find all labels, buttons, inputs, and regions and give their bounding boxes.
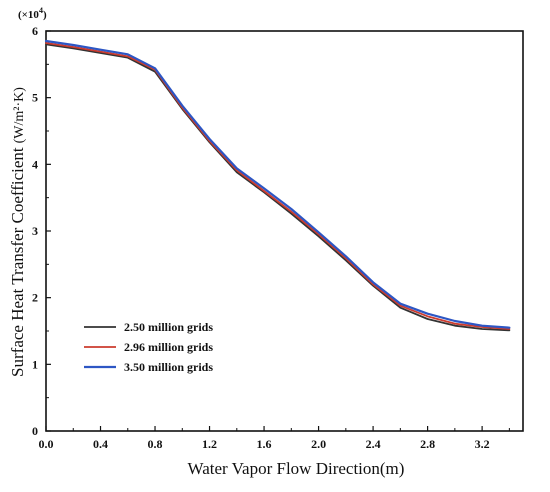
x-axis-label-text: Water Vapor Flow Direction(m)	[188, 459, 405, 478]
series-line-2	[45, 42, 511, 330]
y-tick-label: 2	[32, 291, 38, 305]
series-line-1	[45, 43, 511, 332]
x-tick-label: 0.0	[39, 437, 54, 451]
y-tick-label: 3	[32, 224, 38, 238]
y-multiplier-label: (×104)	[18, 6, 47, 21]
x-tick-label: 1.6	[257, 437, 272, 451]
y-tick-label: 5	[32, 91, 38, 105]
plot-area-frame	[45, 30, 524, 432]
series-group	[44, 39, 511, 332]
x-tick-label: 0.8	[148, 437, 163, 451]
y-multiplier-base: (×10	[18, 9, 39, 21]
x-tick-label: 2.0	[311, 437, 326, 451]
y-axis-label: Surface Heat Transfer Coefficient (W/m²·K…	[8, 87, 27, 377]
legend: 2.50 million grids 2.96 million grids 3.50…	[84, 320, 213, 374]
x-axis-label: Water Vapor Flow Direction(m)	[188, 459, 405, 478]
x-tick-label: 3.2	[475, 437, 490, 451]
x-tick-label: 0.4	[93, 437, 108, 451]
y-axis-label-text: Surface Heat Transfer Coefficient	[8, 147, 27, 377]
plot-frame-group	[45, 30, 524, 432]
legend-label-1: 2.50 million grids	[124, 320, 213, 334]
legend-label-2: 2.96 million grids	[124, 340, 213, 354]
x-tick-label: 2.4	[366, 437, 381, 451]
y-tick-label: 4	[32, 157, 38, 171]
y-tick-label: 0	[32, 424, 38, 438]
x-tick-label: 2.8	[420, 437, 435, 451]
x-tick-label: 1.2	[202, 437, 217, 451]
legend-label-3: 3.50 million grids	[124, 360, 213, 374]
y-multiplier-exponent: 4	[39, 6, 43, 15]
y-axis-unit: (W/m²·K)	[12, 87, 27, 144]
y-tick-label: 6	[32, 24, 38, 38]
series-line-3	[44, 39, 511, 329]
y-multiplier-close: )	[43, 9, 47, 21]
y-tick-label: 1	[32, 357, 38, 371]
ticks-group: 0.0 0.4 0.8 1.2 1.6 2.0 2.4 2.8 3.2 0 1 2 3 4 5 6	[32, 24, 510, 451]
